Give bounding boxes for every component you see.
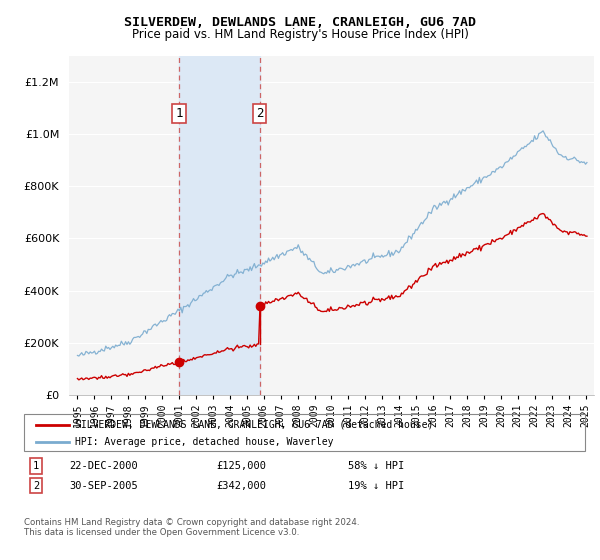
Text: £125,000: £125,000: [216, 461, 266, 471]
Text: SILVERDEW, DEWLANDS LANE, CRANLEIGH, GU6 7AD (detached house): SILVERDEW, DEWLANDS LANE, CRANLEIGH, GU6…: [75, 419, 433, 430]
Text: 19% ↓ HPI: 19% ↓ HPI: [348, 480, 404, 491]
Text: 58% ↓ HPI: 58% ↓ HPI: [348, 461, 404, 471]
Text: 1: 1: [33, 461, 39, 471]
Text: Price paid vs. HM Land Registry's House Price Index (HPI): Price paid vs. HM Land Registry's House …: [131, 28, 469, 41]
Text: Contains HM Land Registry data © Crown copyright and database right 2024.
This d: Contains HM Land Registry data © Crown c…: [24, 518, 359, 538]
Text: £342,000: £342,000: [216, 480, 266, 491]
Text: 1: 1: [175, 107, 183, 120]
Text: 2: 2: [33, 480, 39, 491]
Text: 22-DEC-2000: 22-DEC-2000: [69, 461, 138, 471]
Text: 30-SEP-2005: 30-SEP-2005: [69, 480, 138, 491]
Text: SILVERDEW, DEWLANDS LANE, CRANLEIGH, GU6 7AD: SILVERDEW, DEWLANDS LANE, CRANLEIGH, GU6…: [124, 16, 476, 29]
Text: HPI: Average price, detached house, Waverley: HPI: Average price, detached house, Wave…: [75, 437, 334, 447]
Text: 2: 2: [256, 107, 263, 120]
Bar: [179, 56, 260, 395]
